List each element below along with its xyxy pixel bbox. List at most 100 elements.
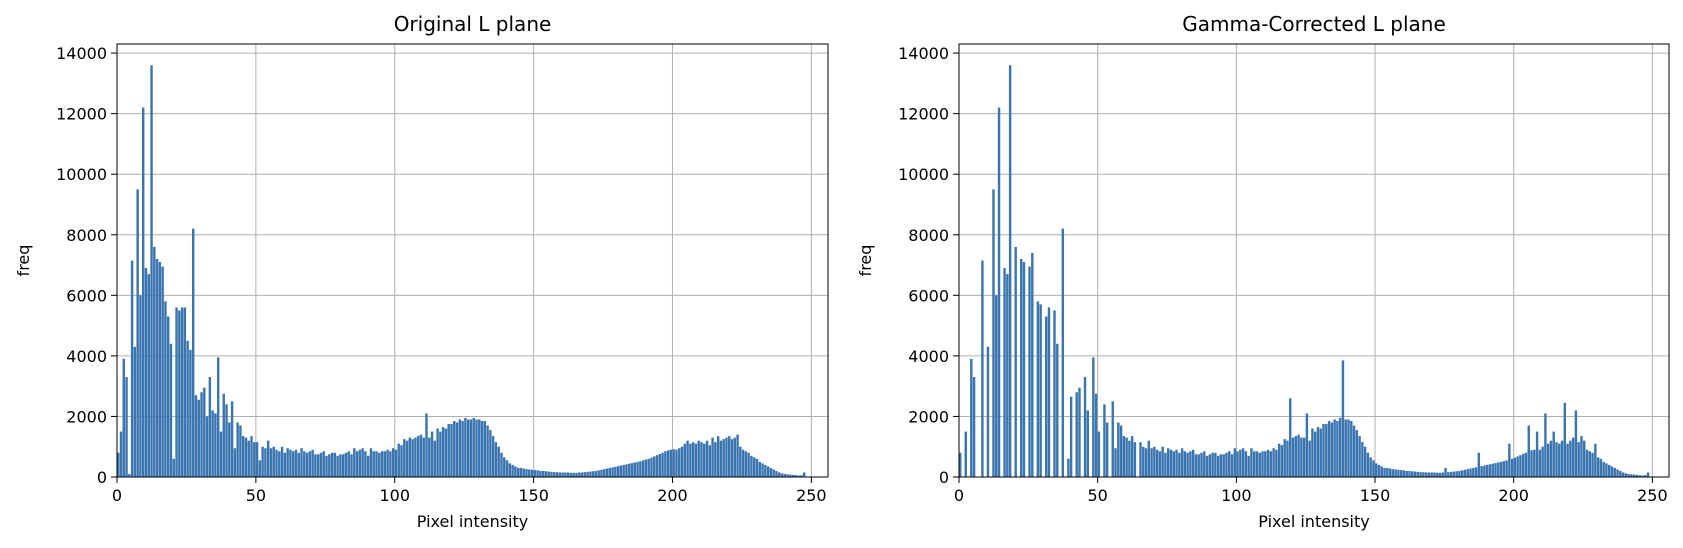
- histogram-bar: [494, 442, 498, 477]
- histogram-bar: [1230, 454, 1234, 477]
- histogram-bar: [1388, 468, 1392, 477]
- histogram-bar: [705, 440, 709, 477]
- histogram-bar: [544, 471, 548, 477]
- y-tick-label: 14000: [56, 44, 107, 63]
- histogram-bar: [1289, 398, 1292, 477]
- histogram-bar: [1544, 413, 1547, 477]
- histogram-bar: [397, 443, 400, 477]
- histogram-bar: [1308, 440, 1311, 477]
- histogram-bar: [1325, 424, 1328, 477]
- histogram-bar: [480, 420, 484, 477]
- histogram-bar: [1552, 431, 1555, 477]
- histogram-bar: [553, 472, 556, 477]
- histogram-bar: [1322, 424, 1325, 477]
- histogram-bar: [1591, 452, 1594, 477]
- histogram-bar: [1266, 449, 1270, 477]
- y-tick-label: 0: [939, 468, 949, 487]
- histogram-bar: [1225, 452, 1228, 477]
- histogram-bar: [391, 448, 395, 477]
- histogram-bar: [1352, 425, 1356, 477]
- histogram-bar: [1483, 465, 1486, 477]
- histogram-bar: [658, 453, 662, 477]
- histogram-bar: [214, 413, 217, 477]
- histogram-bar: [803, 472, 806, 477]
- histogram-bar: [466, 419, 470, 477]
- plot-frame: [958, 43, 1670, 478]
- histogram-bar: [1599, 458, 1603, 477]
- histogram-bar: [497, 446, 500, 477]
- histogram-bar: [1092, 357, 1095, 477]
- histogram-bar: [169, 343, 173, 477]
- histogram-bar: [1505, 460, 1508, 477]
- histogram-bar: [483, 420, 487, 477]
- histogram-bar: [1574, 410, 1578, 477]
- histogram-bar: [1499, 461, 1503, 477]
- histogram-bar: [528, 469, 531, 477]
- histogram-bar: [778, 472, 781, 477]
- histogram-bar: [519, 467, 523, 477]
- histogram-bar: [1480, 466, 1483, 477]
- histogram-bar: [1161, 446, 1164, 477]
- histogram-bar: [211, 410, 214, 477]
- histogram-bar: [389, 451, 392, 477]
- histogram-bar: [1247, 455, 1250, 477]
- y-tick-label: 4000: [908, 347, 949, 366]
- histogram-bar: [339, 454, 342, 477]
- histogram-bar: [1125, 437, 1128, 477]
- histogram-bar: [319, 452, 323, 477]
- chart-title: Original L plane: [394, 12, 552, 36]
- histogram-bar: [1283, 439, 1286, 477]
- histogram-bar: [1477, 452, 1481, 477]
- histogram-bar: [1485, 464, 1489, 477]
- histogram-bar: [694, 443, 698, 477]
- histogram-bar: [766, 466, 770, 477]
- histogram-bar: [636, 461, 639, 477]
- histogram-bar: [1208, 454, 1212, 477]
- histogram-bar: [461, 420, 464, 477]
- histogram-bar: [1613, 467, 1616, 477]
- histogram-bar: [250, 436, 253, 477]
- histogram-bar: [408, 437, 412, 477]
- histogram-bar: [1241, 448, 1245, 477]
- histogram-bar: [347, 451, 350, 477]
- histogram-bar: [394, 449, 398, 477]
- histogram-bar: [633, 462, 637, 477]
- histogram-bar: [1008, 65, 1012, 477]
- histogram-bar: [1375, 463, 1378, 477]
- histogram-bar: [286, 448, 289, 477]
- histogram-bar: [628, 463, 631, 477]
- histogram-bar: [691, 442, 695, 477]
- histogram-bar: [239, 425, 242, 477]
- histogram-bar: [1153, 446, 1156, 477]
- histogram-bar: [722, 439, 725, 477]
- y-tick-label: 2000: [908, 407, 949, 426]
- histogram-bar: [1422, 472, 1425, 477]
- histogram-bar: [264, 448, 267, 477]
- histogram-bar: [536, 470, 539, 477]
- histogram-bar: [341, 454, 345, 477]
- histogram-bar: [333, 452, 337, 477]
- histogram-bar: [447, 424, 450, 477]
- histogram-bar: [1200, 452, 1203, 477]
- histogram-bar: [1250, 448, 1253, 477]
- histogram-bar: [1350, 420, 1353, 477]
- histogram-bar: [1330, 422, 1334, 477]
- histogram-bar: [330, 452, 334, 477]
- y-axis-label: freq: [856, 245, 875, 277]
- chart-title: Gamma-Corrected L plane: [1182, 12, 1446, 36]
- histogram-bar: [364, 451, 367, 477]
- histogram-bar: [205, 416, 209, 477]
- histogram-bar: [1083, 377, 1087, 477]
- histogram-bar: [283, 452, 287, 477]
- histogram-bar: [325, 455, 328, 477]
- histogram-bar: [608, 467, 612, 477]
- histogram-bar: [1455, 471, 1458, 477]
- histogram-bar: [228, 422, 231, 477]
- histogram-bar: [1169, 449, 1173, 477]
- histogram-bar: [716, 436, 720, 477]
- histogram-bar: [1460, 470, 1464, 477]
- histogram-bar: [158, 262, 162, 477]
- histogram-bar: [669, 449, 673, 477]
- histogram-bar: [414, 437, 417, 477]
